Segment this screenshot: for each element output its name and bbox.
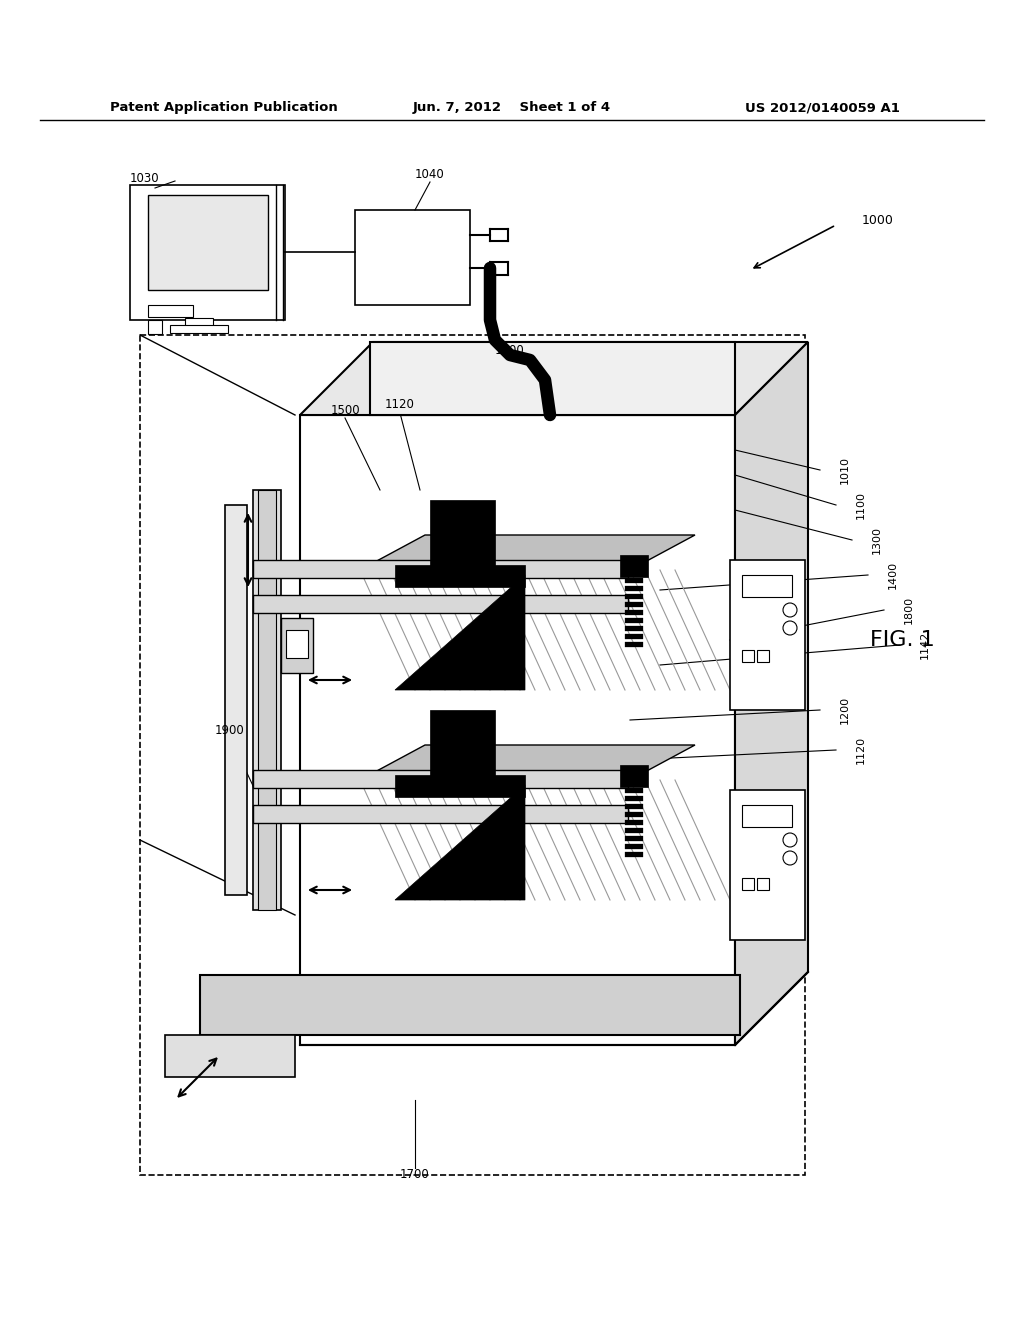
Bar	[148, 195, 268, 290]
Bar	[625, 570, 643, 576]
Bar	[620, 554, 648, 577]
Polygon shape	[360, 535, 695, 570]
Text: 1700: 1700	[400, 1168, 430, 1181]
Bar	[625, 642, 643, 647]
Bar	[165, 1035, 295, 1077]
Bar	[148, 319, 162, 334]
Bar	[625, 828, 643, 833]
Bar	[625, 788, 643, 793]
Bar	[625, 843, 643, 849]
Bar	[625, 634, 643, 639]
Bar	[253, 595, 628, 612]
Bar	[625, 796, 643, 801]
Text: Patent Application Publication: Patent Application Publication	[110, 102, 338, 115]
Bar	[253, 490, 281, 909]
Bar	[200, 975, 740, 1035]
Bar	[395, 565, 525, 587]
Text: 1200: 1200	[840, 696, 850, 725]
Polygon shape	[300, 342, 808, 414]
Polygon shape	[735, 342, 808, 1045]
Bar	[730, 560, 805, 710]
Bar	[148, 305, 193, 317]
Bar	[625, 594, 643, 599]
Text: 1800: 1800	[904, 595, 914, 624]
Bar	[185, 318, 213, 326]
Polygon shape	[395, 576, 525, 690]
Bar	[625, 602, 643, 607]
Text: 1300: 1300	[872, 525, 882, 554]
Bar	[300, 414, 735, 1045]
Bar	[253, 770, 628, 788]
Bar	[170, 325, 228, 333]
Text: 1000: 1000	[862, 214, 894, 227]
Bar	[625, 812, 643, 817]
Bar	[625, 820, 643, 825]
Bar	[742, 576, 792, 597]
Text: 1900: 1900	[215, 723, 245, 737]
Bar	[625, 610, 643, 615]
Bar	[253, 560, 628, 578]
Circle shape	[783, 620, 797, 635]
Bar	[258, 490, 276, 909]
Bar	[625, 836, 643, 841]
Polygon shape	[395, 785, 525, 900]
Bar	[625, 618, 643, 623]
Bar	[742, 805, 792, 828]
Bar	[281, 618, 313, 673]
Bar	[625, 578, 643, 583]
Text: 1010: 1010	[840, 455, 850, 484]
Circle shape	[783, 851, 797, 865]
Bar	[757, 878, 769, 890]
Text: 1142: 1142	[920, 631, 930, 659]
Bar	[370, 342, 735, 414]
Bar	[355, 210, 470, 305]
Bar	[253, 805, 628, 822]
Text: US 2012/0140059 A1: US 2012/0140059 A1	[745, 102, 900, 115]
Circle shape	[783, 833, 797, 847]
Bar	[730, 789, 805, 940]
Bar	[140, 335, 805, 1175]
Text: 1040: 1040	[415, 169, 444, 181]
Bar	[395, 775, 525, 797]
Bar	[430, 500, 495, 576]
Text: 1600: 1600	[496, 343, 525, 356]
Bar	[742, 649, 754, 663]
Text: 1100: 1100	[856, 491, 866, 519]
Bar	[225, 506, 247, 895]
Bar	[757, 649, 769, 663]
Bar	[625, 851, 643, 857]
Bar	[625, 586, 643, 591]
Bar	[286, 630, 308, 657]
Text: 1120: 1120	[385, 399, 415, 412]
Text: Jun. 7, 2012    Sheet 1 of 4: Jun. 7, 2012 Sheet 1 of 4	[413, 102, 611, 115]
Text: 1120: 1120	[856, 737, 866, 764]
Text: 1400: 1400	[888, 561, 898, 589]
Bar	[625, 626, 643, 631]
Bar	[130, 185, 285, 319]
Text: 1030: 1030	[130, 172, 160, 185]
Bar	[625, 804, 643, 809]
Text: FIG. 1: FIG. 1	[870, 630, 935, 649]
Bar	[620, 766, 648, 787]
Bar	[625, 780, 643, 785]
Bar	[742, 878, 754, 890]
Polygon shape	[360, 744, 695, 780]
Circle shape	[783, 603, 797, 616]
Bar	[430, 710, 495, 785]
Text: 1500: 1500	[330, 404, 359, 417]
